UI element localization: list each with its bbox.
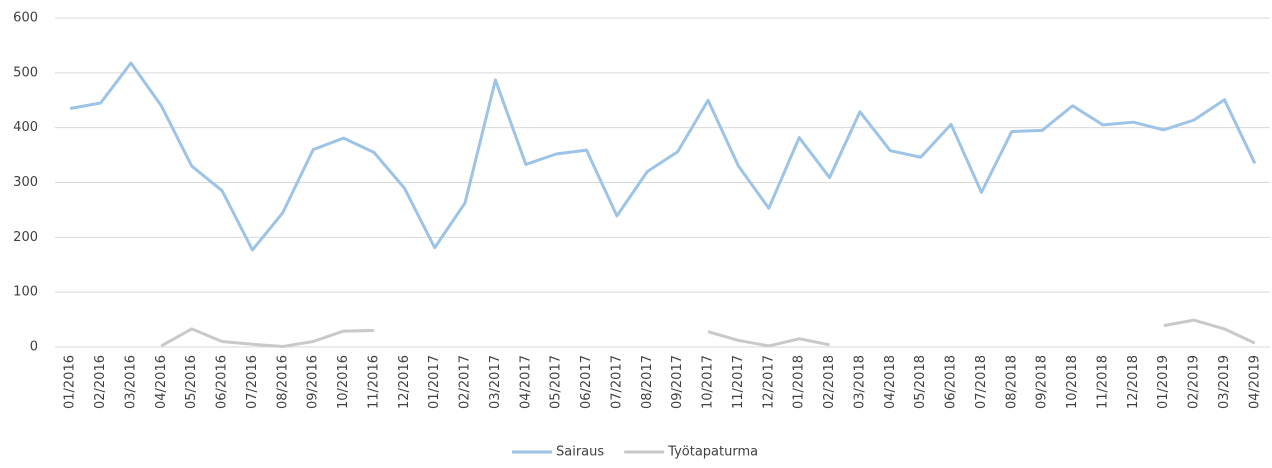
y-tick-label: 300 [13,175,38,190]
x-tick-label: 03/2018 [852,355,867,409]
y-tick-label: 0 [30,340,38,355]
x-tick-label: 06/2017 [579,355,594,409]
x-tick-label: 07/2016 [245,355,260,409]
x-tick-label: 07/2017 [609,355,624,409]
x-tick-label: 11/2017 [731,355,746,409]
x-tick-label: 09/2018 [1035,355,1050,409]
x-tick-label: 09/2016 [306,355,321,409]
x-tick-label: 11/2018 [1095,355,1110,409]
x-tick-label: 12/2016 [397,355,412,409]
x-tick-label: 05/2016 [184,355,199,409]
y-tick-label: 400 [13,120,38,135]
x-tick-label: 01/2016 [63,355,78,409]
legend-label: Työtapaturma [667,445,758,460]
x-tick-label: 10/2018 [1065,355,1080,409]
x-tick-label: 02/2019 [1187,355,1202,409]
x-tick-label: 04/2017 [518,355,533,409]
x-tick-label: 01/2017 [427,355,442,409]
y-tick-label: 500 [13,65,38,80]
x-tick-label: 04/2016 [154,355,169,409]
x-tick-label: 03/2017 [488,355,503,409]
series-line [160,318,1256,348]
x-tick-label: 02/2017 [458,355,473,409]
x-tick-label: 05/2018 [913,355,928,409]
y-tick-label: 600 [13,11,38,26]
x-tick-label: 08/2018 [1004,355,1019,409]
x-tick-label: 10/2017 [701,355,716,409]
x-tick-label: 01/2018 [792,355,807,409]
x-tick-label: 10/2016 [336,355,351,409]
x-tick-label: 02/2018 [822,355,837,409]
x-tick-label: 01/2019 [1156,355,1171,409]
y-tick-label: 100 [13,285,38,300]
x-tick-label: 08/2016 [275,355,290,409]
x-tick-label: 03/2019 [1217,355,1232,409]
x-tick-label: 02/2016 [93,355,108,409]
legend-label: Sairaus [556,445,604,460]
y-tick-label: 200 [13,230,38,245]
x-tick-label: 07/2018 [974,355,989,409]
x-tick-label: 04/2018 [883,355,898,409]
x-tick-label: 09/2017 [670,355,685,409]
x-tick-label: 12/2018 [1126,355,1141,409]
x-tick-label: 06/2018 [944,355,959,409]
x-tick-label: 11/2016 [366,355,381,409]
x-tick-label: 05/2017 [549,355,564,409]
x-tick-label: 06/2016 [215,355,230,409]
x-tick-label: 03/2016 [123,355,138,409]
x-tick-label: 04/2019 [1247,355,1262,409]
x-tick-label: 12/2017 [761,355,776,409]
x-tick-label: 08/2017 [640,355,655,409]
series-line [69,61,1257,252]
